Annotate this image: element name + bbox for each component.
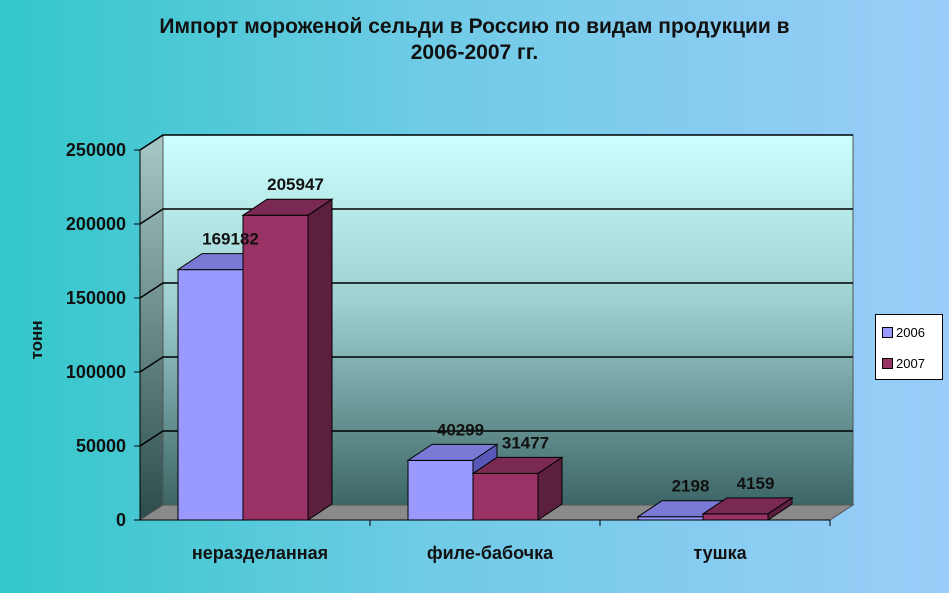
bar-front xyxy=(702,513,769,521)
bar-front xyxy=(177,269,244,521)
legend-label-2006: 2006 xyxy=(896,324,925,340)
bar xyxy=(471,456,564,521)
bar-top xyxy=(406,443,499,461)
gridline xyxy=(139,282,853,299)
y-tick-label: 150000 xyxy=(66,288,126,308)
data-label: 169182 xyxy=(202,230,259,249)
x-tick-label: филе-бабочка xyxy=(427,543,554,563)
side-wall xyxy=(139,134,164,521)
y-axis-label: тонн xyxy=(27,320,46,359)
x-tick-label: тушка xyxy=(693,543,747,563)
x-tick-label: неразделанная xyxy=(192,543,328,563)
bar-top xyxy=(471,456,564,474)
gridline xyxy=(139,430,853,447)
bar-front xyxy=(242,214,309,521)
gridline xyxy=(139,356,853,373)
legend: 2006 2007 xyxy=(875,314,943,380)
bar xyxy=(241,198,334,521)
gridline xyxy=(139,134,853,151)
data-label: 2198 xyxy=(672,477,710,496)
data-label: 31477 xyxy=(502,433,549,452)
data-label: 4159 xyxy=(737,474,775,493)
data-label: 40299 xyxy=(437,420,484,439)
y-tick-label: 200000 xyxy=(66,214,126,234)
chart-title-line-1: Импорт мороженой сельди в Россию по вида… xyxy=(159,15,790,38)
y-tick-label: 50000 xyxy=(76,436,126,456)
bar-top xyxy=(701,497,794,515)
bar xyxy=(701,496,794,521)
chart-title: Импорт мороженой сельди в Россию по вида… xyxy=(0,14,949,66)
legend-item-2007: 2007 xyxy=(882,355,925,371)
data-label: 205947 xyxy=(267,175,324,194)
legend-swatch-2006 xyxy=(882,326,893,338)
y-tick-label: 0 xyxy=(116,510,126,530)
gridline xyxy=(139,208,853,225)
legend-label-2007: 2007 xyxy=(896,355,925,371)
legend-item-2006: 2006 xyxy=(882,324,925,340)
legend-swatch-2007 xyxy=(882,357,893,369)
bar-front xyxy=(407,459,474,521)
y-tick-label: 100000 xyxy=(66,362,126,382)
bar-front xyxy=(472,472,539,521)
chart-title-line-2: 2006-2007 гг. xyxy=(410,41,539,64)
bar-side xyxy=(307,198,333,521)
y-tick-label: 250000 xyxy=(66,140,126,160)
bar-top xyxy=(241,198,334,216)
